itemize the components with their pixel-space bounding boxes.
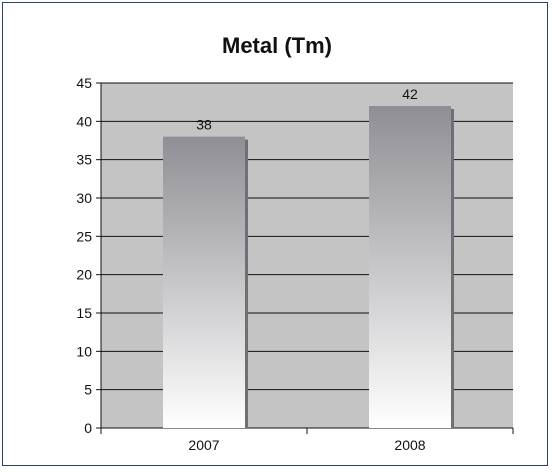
- bar-chart: Metal (Tm) 0 5 10 15 20 25 30 35 40 45 38 2007 42 20…: [76, 33, 514, 453]
- data-label: 42: [402, 86, 418, 102]
- y-tick-label: 15: [76, 305, 92, 321]
- x-tick-label: 2007: [188, 437, 219, 453]
- y-tick-label: 45: [76, 75, 92, 91]
- bars: [163, 106, 454, 428]
- y-tick-label: 30: [76, 190, 92, 206]
- chart-frame: Metal (Tm) 0 5 10 15 20 25 30 35 40 45 38 2007 42 20…: [2, 2, 548, 466]
- y-tick-label: 20: [76, 267, 92, 283]
- y-tick-label: 5: [84, 382, 92, 398]
- bar-2007: [163, 136, 245, 428]
- chart-title: Metal (Tm): [222, 33, 332, 58]
- y-tick-label: 10: [76, 343, 92, 359]
- y-tick-label: 0: [84, 420, 92, 436]
- y-tick-label: 40: [76, 113, 92, 129]
- bar-2008: [369, 106, 451, 428]
- x-tick-label: 2008: [394, 437, 425, 453]
- y-tick-label: 35: [76, 152, 92, 168]
- data-label: 38: [196, 117, 212, 133]
- labels: 38 2007 42 2008: [188, 86, 425, 453]
- y-tick-label: 25: [76, 228, 92, 244]
